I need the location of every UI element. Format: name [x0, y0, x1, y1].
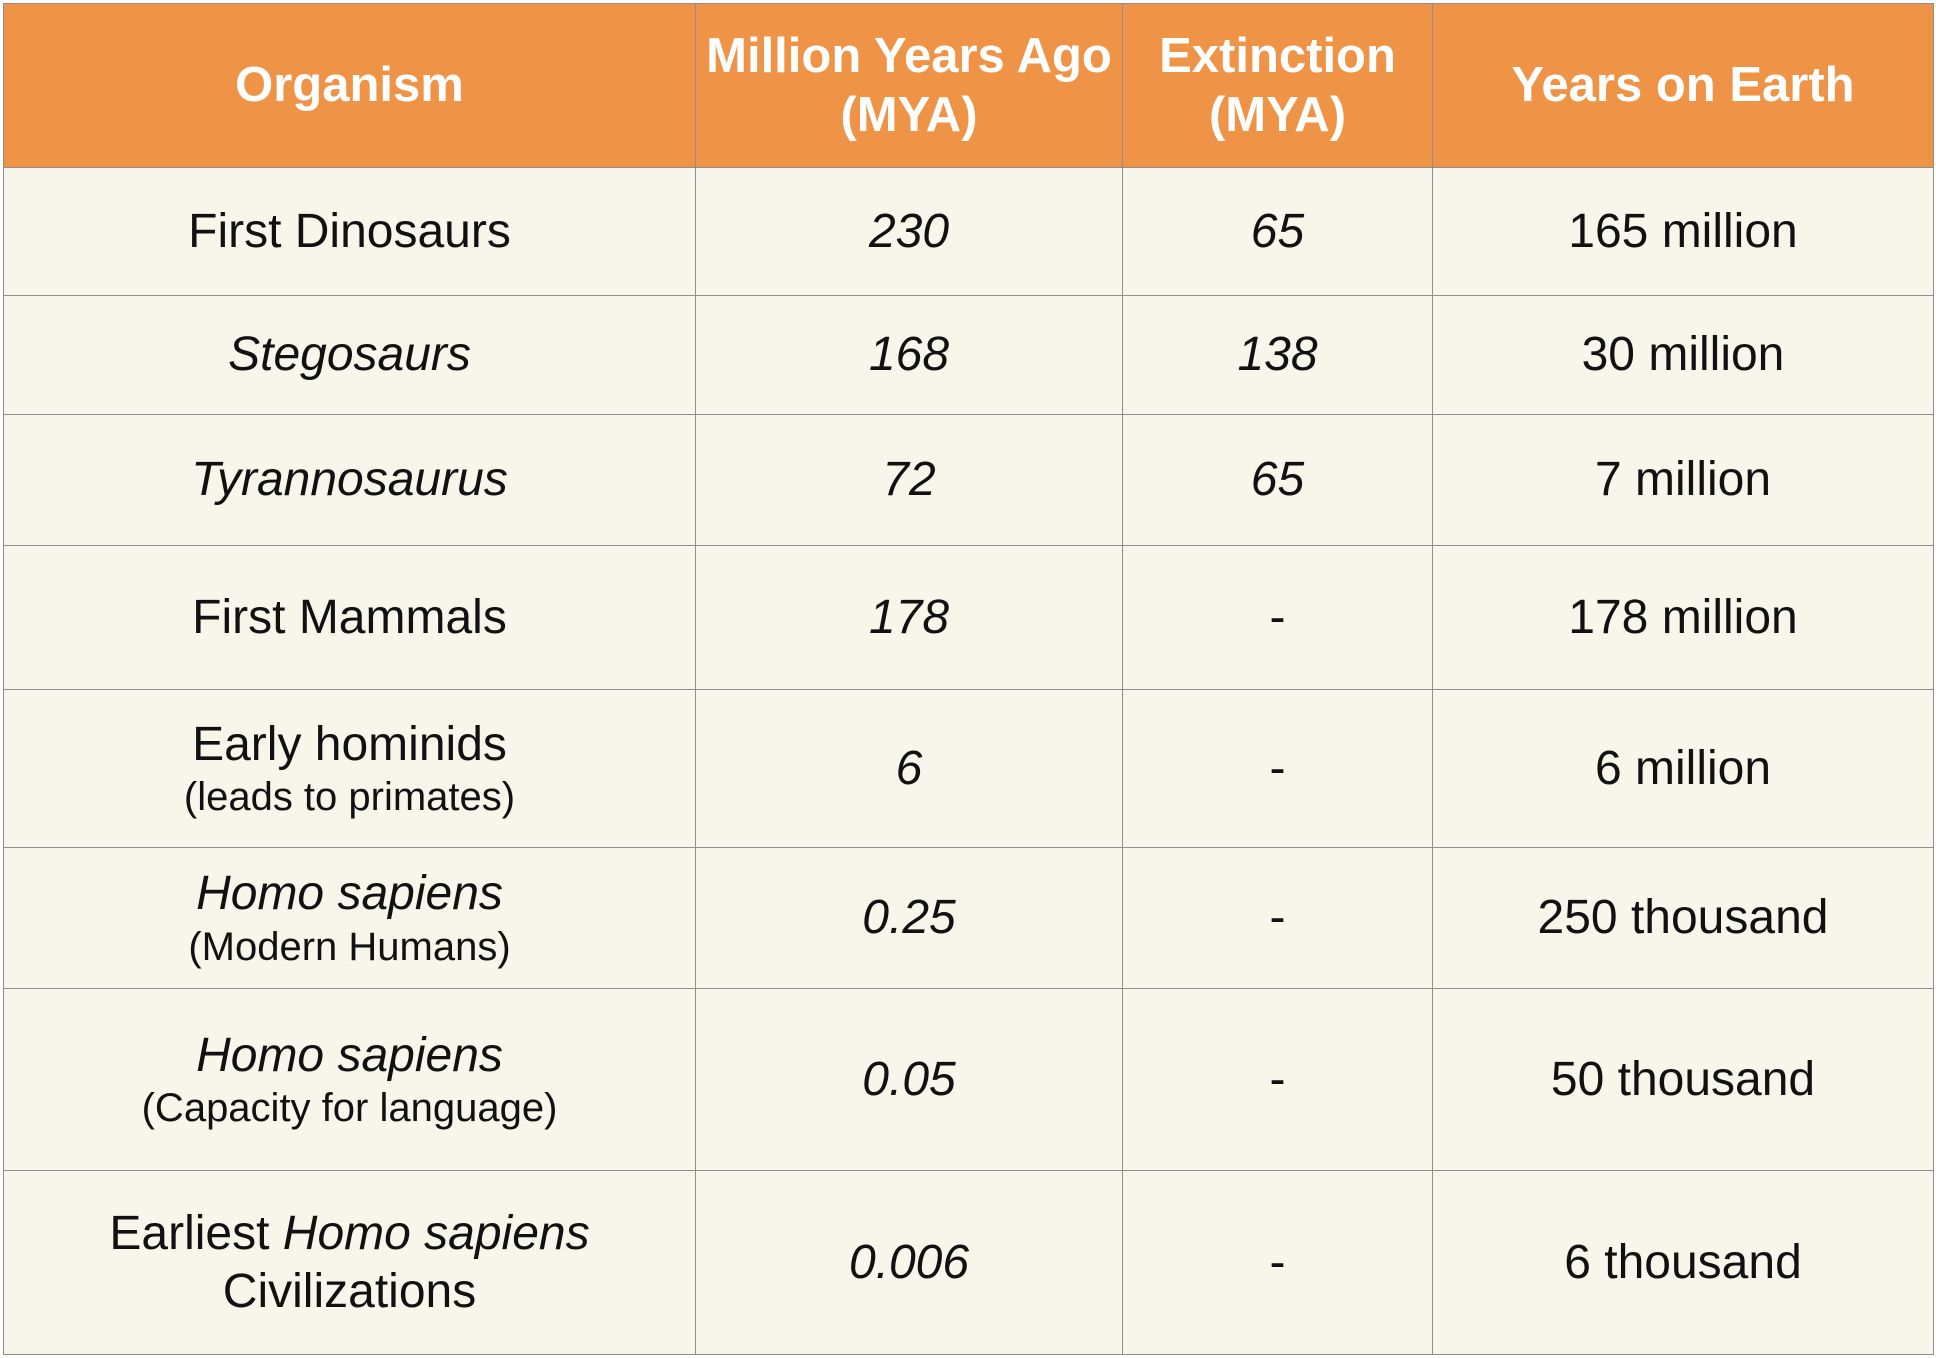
mya-cell: 168: [695, 295, 1123, 416]
years-cell: 7 million: [1432, 414, 1934, 547]
extinction-cell: 138: [1122, 295, 1433, 416]
extinction-cell: -: [1122, 846, 1433, 989]
extinction-cell: -: [1122, 987, 1433, 1172]
mya-cell: 6: [695, 689, 1123, 848]
organism-note: (leads to primates): [183, 775, 516, 820]
organism-cell: Early hominids (leads to primates): [3, 689, 696, 848]
years-cell: 250 thousand: [1432, 846, 1934, 989]
years-cell: 30 million: [1432, 295, 1934, 416]
extinction-cell: -: [1122, 689, 1433, 848]
organism-cell: Tyrannosaurus: [3, 414, 696, 547]
extinction-cell: 65: [1122, 414, 1433, 547]
organism-suffix: Civilizations: [222, 1264, 477, 1318]
mya-cell: 0.25: [695, 846, 1123, 989]
organism-timeline-table: Organism Million Years Ago (MYA) Extinct…: [3, 3, 1934, 1355]
organism-cell: Homo sapiens (Modern Humans): [3, 846, 696, 989]
column-header-organism: Organism: [3, 3, 696, 168]
organism-cell: Earliest Homo sapiens Civilizations: [3, 1170, 696, 1355]
years-cell: 50 thousand: [1432, 987, 1934, 1172]
mya-cell: 0.05: [695, 987, 1123, 1172]
mya-cell: 72: [695, 414, 1123, 547]
extinction-cell: 65: [1122, 166, 1433, 297]
table-row: Homo sapiens (Capacity for language) 0.0…: [3, 987, 1934, 1172]
organism-name: Homo sapiens: [196, 1028, 503, 1082]
years-cell: 6 million: [1432, 689, 1934, 848]
organism-species: Homo sapiens: [282, 1207, 590, 1261]
table-row: Early hominids (leads to primates) 6 - 6…: [3, 689, 1934, 848]
header-row: Organism Million Years Ago (MYA) Extinct…: [3, 3, 1934, 168]
table-row: Tyrannosaurus 72 65 7 million: [3, 414, 1934, 547]
organism-prefix: Earliest: [109, 1207, 270, 1261]
organism-cell: Stegosaurs: [3, 295, 696, 416]
extinction-cell: -: [1122, 1170, 1433, 1355]
organism-note: (Modern Humans): [188, 924, 511, 969]
organism-cell: Homo sapiens (Capacity for language): [3, 987, 696, 1172]
table-container: Organism Million Years Ago (MYA) Extinct…: [3, 3, 1934, 1355]
organism-name: Homo sapiens: [196, 866, 503, 920]
mya-cell: 0.006: [695, 1170, 1123, 1355]
organism-cell: First Dinosaurs: [3, 166, 696, 297]
organism-cell: First Mammals: [3, 545, 696, 691]
mya-cell: 178: [695, 545, 1123, 691]
table-row: Homo sapiens (Modern Humans) 0.25 - 250 …: [3, 846, 1934, 989]
column-header-years-on-earth: Years on Earth: [1432, 3, 1934, 168]
organism-name-line1: Earliest Homo sapiens: [14, 1205, 685, 1263]
table-row: First Mammals 178 - 178 million: [3, 545, 1934, 691]
years-cell: 165 million: [1432, 166, 1934, 297]
table-row: First Dinosaurs 230 65 165 million: [3, 166, 1934, 297]
column-header-extinction: Extinction (MYA): [1122, 3, 1433, 168]
organism-note: (Capacity for language): [141, 1086, 558, 1131]
extinction-cell: -: [1122, 545, 1433, 691]
years-cell: 6 thousand: [1432, 1170, 1934, 1355]
mya-cell: 230: [695, 166, 1123, 297]
table-row: Stegosaurs 168 138 30 million: [3, 295, 1934, 416]
years-cell: 178 million: [1432, 545, 1934, 691]
organism-name: Early hominids: [192, 717, 507, 771]
column-header-mya: Million Years Ago (MYA): [695, 3, 1123, 168]
table-row: Earliest Homo sapiens Civilizations 0.00…: [3, 1170, 1934, 1355]
